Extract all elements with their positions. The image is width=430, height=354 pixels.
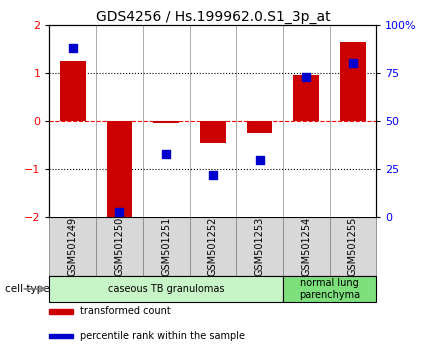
Bar (49, 334, 73, 338)
Text: normal lung
parenchyma: normal lung parenchyma (299, 278, 360, 300)
Bar (293, 75, 319, 121)
Text: transformed count: transformed count (80, 307, 170, 316)
Text: GSM501254: GSM501254 (301, 217, 311, 276)
Bar (247, 121, 272, 133)
Bar (200, 121, 226, 143)
Point (116, 209, 123, 215)
Bar (49, 309, 73, 314)
Text: GSM501250: GSM501250 (114, 217, 124, 276)
Title: GDS4256 / Hs.199962.0.S1_3p_at: GDS4256 / Hs.199962.0.S1_3p_at (95, 10, 330, 24)
Point (256, 157, 263, 162)
Text: GSM501251: GSM501251 (161, 217, 171, 276)
Text: caseous TB granulomas: caseous TB granulomas (108, 284, 224, 294)
Bar (283, 276, 376, 302)
Bar (49, 217, 96, 276)
Point (303, 74, 310, 80)
Point (350, 61, 356, 66)
Bar (60, 61, 86, 121)
Point (69, 45, 76, 51)
Bar (190, 217, 236, 276)
Bar (340, 42, 366, 121)
Bar (329, 217, 376, 276)
Point (163, 151, 169, 157)
Text: GSM501252: GSM501252 (208, 217, 218, 276)
Bar (49, 276, 283, 302)
Text: percentile rank within the sample: percentile rank within the sample (80, 331, 245, 341)
Point (209, 172, 216, 178)
Bar (96, 217, 143, 276)
Text: GSM501253: GSM501253 (255, 217, 264, 276)
Bar (283, 217, 329, 276)
Bar (236, 217, 283, 276)
Text: cell type: cell type (5, 284, 49, 294)
Bar (154, 121, 179, 124)
Bar (143, 217, 190, 276)
Text: GSM501255: GSM501255 (348, 217, 358, 276)
Bar (107, 121, 132, 222)
Text: GSM501249: GSM501249 (68, 217, 78, 276)
